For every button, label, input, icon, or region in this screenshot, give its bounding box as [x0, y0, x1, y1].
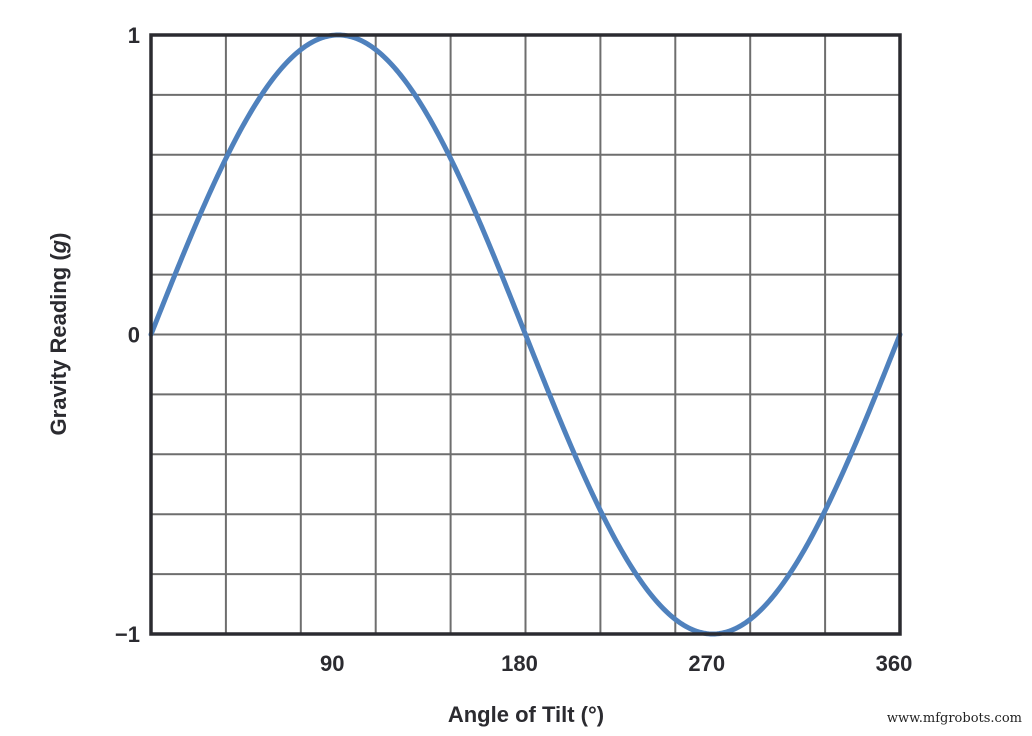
y-tick-label: −1: [115, 622, 140, 647]
y-tick-label: 0: [128, 323, 140, 348]
sine-curve: [148, 32, 903, 637]
x-tick-label: 90: [320, 651, 344, 676]
y-axis-label-prefix: Gravity Reading (: [46, 253, 71, 436]
x-tick-label: 270: [688, 651, 725, 676]
y-axis-label: Gravity Reading (g): [46, 233, 71, 436]
y-tick-label: 1: [128, 23, 140, 48]
x-axis-tick-labels: 90 180 270 360: [320, 651, 912, 676]
x-tick-label: 180: [501, 651, 538, 676]
y-axis-tick-labels: 1 0 −1: [115, 23, 140, 647]
y-axis-label-unit: g: [46, 239, 71, 254]
plot-frame: [149, 33, 902, 636]
watermark: www.mfgrobots.com: [886, 711, 1022, 726]
x-axis-label: Angle of Tilt (°): [448, 702, 604, 727]
y-axis-label-suffix: ): [46, 233, 71, 240]
x-tick-label: 360: [876, 651, 913, 676]
